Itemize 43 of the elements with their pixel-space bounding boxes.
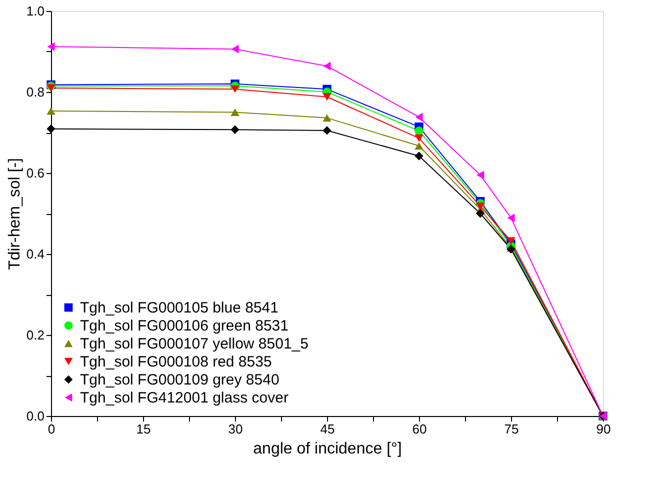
y-tick-label: 1.0 — [26, 4, 44, 18]
point — [230, 108, 240, 116]
legend-label: Tgh_sol FG412001 glass cover — [80, 390, 288, 406]
x-axis-title: angle of incidence [°] — [253, 440, 402, 458]
point — [323, 62, 331, 70]
point — [322, 114, 332, 122]
y-tick-label: 0.6 — [26, 166, 44, 180]
point — [414, 142, 424, 150]
x-tick-label: 60 — [412, 422, 427, 436]
x-tick-label: 30 — [228, 422, 243, 436]
y-axis-title: Tdir-hem_sol [-] — [6, 158, 24, 270]
point — [46, 124, 56, 134]
point — [507, 214, 515, 222]
point — [414, 134, 424, 142]
x-tick-label: 45 — [320, 422, 335, 436]
legend-label: Tgh_sol FG000108 red 8535 — [80, 354, 272, 370]
legend-label: Tgh_sol FG000105 blue 8541 — [80, 300, 278, 316]
point — [46, 84, 56, 92]
point — [230, 125, 240, 134]
x-tick-label: 15 — [136, 422, 151, 436]
point — [414, 152, 424, 160]
point — [506, 237, 516, 245]
point — [231, 44, 239, 54]
y-tick-label: 0.4 — [26, 246, 44, 262]
legend-label: Tgh_sol FG000107 yellow 8501_5 — [80, 336, 308, 352]
y-tick-label: 0.0 — [26, 408, 44, 424]
legend-label: Tgh_sol FG000109 grey 8540 — [80, 372, 280, 388]
y-tick-label: 0.2 — [26, 328, 44, 342]
point — [47, 42, 55, 51]
point — [322, 126, 332, 135]
point — [476, 202, 485, 210]
point — [230, 85, 240, 93]
point — [414, 126, 424, 136]
x-tick-label: 0 — [48, 422, 56, 436]
point — [46, 107, 56, 115]
legend-label: Tgh_sol FG000106 green 8531 — [80, 318, 288, 334]
x-tick-label: 75 — [504, 422, 519, 436]
point — [415, 112, 423, 122]
x-tick-label: 90 — [596, 422, 611, 436]
point — [476, 209, 485, 218]
point — [322, 93, 332, 101]
point — [476, 170, 484, 180]
y-tick-label: 0.8 — [26, 84, 44, 100]
